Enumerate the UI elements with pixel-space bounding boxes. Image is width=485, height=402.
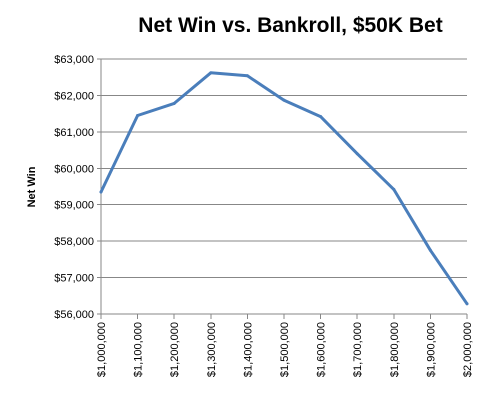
gridlines bbox=[101, 58, 467, 279]
y-tick-label: $57,000 bbox=[54, 273, 94, 285]
y-tick-label: $63,000 bbox=[54, 54, 94, 66]
y-tick-label: $61,000 bbox=[54, 127, 94, 139]
axes bbox=[97, 58, 468, 319]
x-tick-label: $1,900,000 bbox=[425, 322, 437, 377]
series bbox=[99, 71, 469, 306]
y-tick-label: $60,000 bbox=[54, 163, 94, 175]
data-point bbox=[136, 113, 140, 117]
data-point bbox=[465, 302, 469, 306]
x-tick-label: $1,100,000 bbox=[133, 322, 145, 377]
data-point bbox=[392, 187, 396, 191]
y-tick-labels: $56,000 $57,000 $58,000 $59,000 $60,000 $61,0… bbox=[54, 54, 94, 321]
x-tick-label: $1,200,000 bbox=[169, 322, 181, 377]
data-point bbox=[245, 74, 249, 78]
x-tick-label: $1,500,000 bbox=[279, 322, 291, 377]
data-point bbox=[282, 98, 286, 102]
chart-title: Net Win vs. Bankroll, $50K Bet bbox=[138, 14, 443, 37]
data-point bbox=[172, 101, 176, 105]
series-line bbox=[99, 71, 469, 306]
y-tick-label: $59,000 bbox=[54, 200, 94, 212]
data-point bbox=[355, 152, 359, 156]
data-point bbox=[319, 115, 323, 119]
x-tick-labels: $1,000,000 $1,100,000 $1,200,000 $1,300,000… bbox=[96, 322, 474, 377]
x-tick-label: $1,700,000 bbox=[352, 322, 364, 377]
x-tick-label: $1,000,000 bbox=[96, 322, 108, 377]
x-tick-label: $1,400,000 bbox=[242, 322, 254, 377]
x-tick-label: $1,300,000 bbox=[206, 322, 218, 377]
x-tick-label: $1,600,000 bbox=[316, 322, 328, 377]
data-point bbox=[209, 71, 213, 75]
y-tick-label: $58,000 bbox=[54, 236, 94, 248]
x-tick-label: $1,800,000 bbox=[389, 322, 401, 377]
data-point bbox=[428, 248, 432, 252]
x-tick-label: $2,000,000 bbox=[462, 322, 474, 377]
data-point bbox=[99, 190, 103, 194]
y-tick-label: $56,000 bbox=[54, 309, 94, 321]
y-tick-label: $62,000 bbox=[54, 90, 94, 102]
